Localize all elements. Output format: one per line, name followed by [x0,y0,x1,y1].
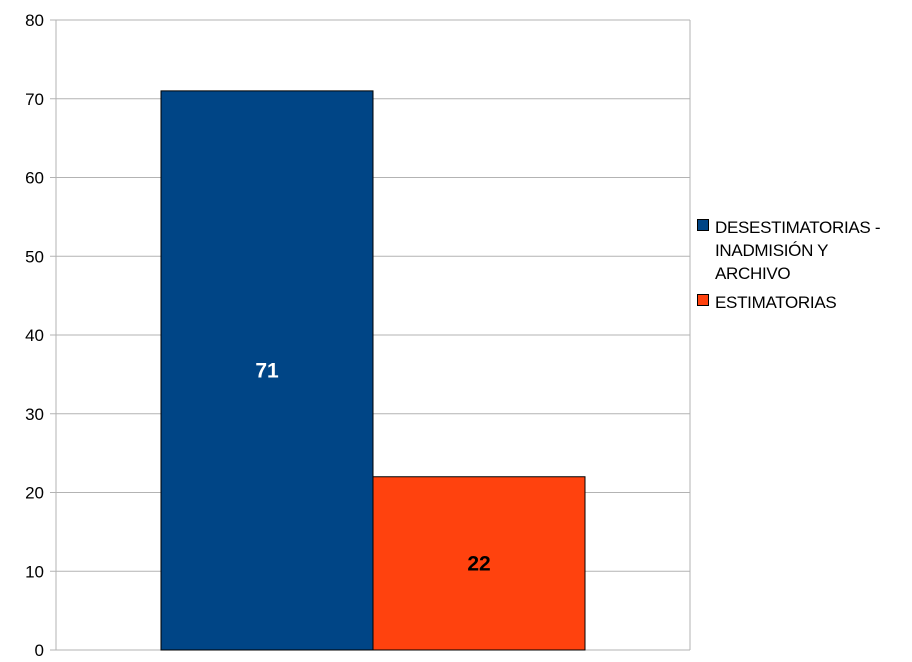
legend-item-desestimatorias: DESESTIMATORIAS - INADMISIÓN Y ARCHIVO [697,216,902,285]
y-tick-label-0: 0 [35,641,44,657]
legend-swatch-desestimatorias [697,219,709,231]
bar-value-label-desestimatorias: 71 [255,359,279,382]
bar-desestimatorias [160,90,374,651]
legend-label-estimatorias: ESTIMATORIAS [715,293,837,312]
legend-swatch-estimatorias [697,294,709,306]
bar-estimatorias [372,476,586,651]
y-tick-label-60: 60 [25,169,44,188]
bar-value-label-estimatorias: 22 [467,552,490,575]
legend: DESESTIMATORIAS - INADMISIÓN Y ARCHIVO E… [697,216,902,320]
y-tick-label-50: 50 [25,247,44,266]
y-tick-label-70: 70 [25,90,44,109]
y-tick-label-40: 40 [25,326,44,345]
legend-label-desestimatorias: DESESTIMATORIAS - INADMISIÓN Y ARCHIVO [715,218,881,283]
y-tick-label-20: 20 [25,484,44,503]
legend-item-estimatorias: ESTIMATORIAS [697,291,902,314]
y-tick-label-80: 80 [25,11,44,30]
y-tick-label-10: 10 [25,562,44,581]
y-tick-label-30: 30 [25,405,44,424]
